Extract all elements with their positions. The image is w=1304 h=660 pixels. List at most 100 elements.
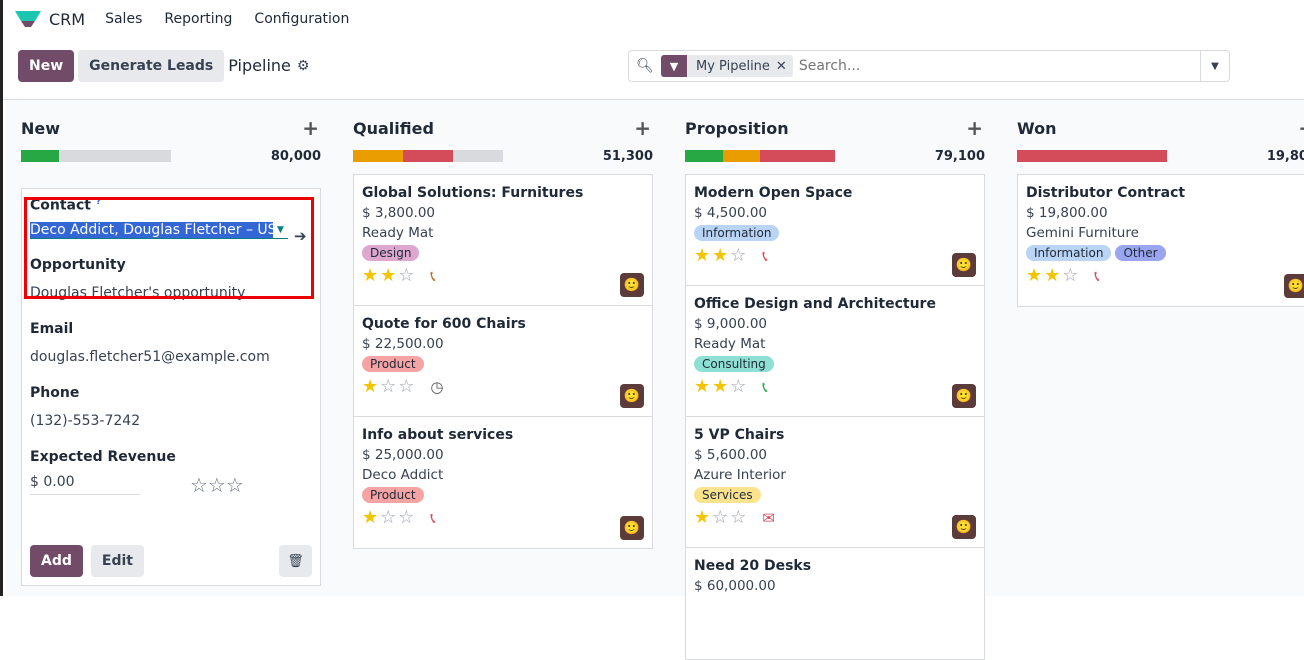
progress-segment[interactable] [402,150,453,162]
column-title[interactable]: Qualified [353,118,434,138]
tag-badge: Product [362,356,424,372]
progress-segment[interactable] [353,150,403,162]
priority-star-icon[interactable]: ★ [694,245,711,266]
kanban-card[interactable]: Info about services $ 25,000.00 Deco Addic… [354,417,652,548]
priority-stars[interactable]: ☆☆☆ [190,472,244,497]
new-button[interactable]: New [18,50,75,82]
kanban-card[interactable]: Global Solutions: Furnitures $ 3,800.00 Re… [354,175,652,306]
kanban-card[interactable]: 5 VP Chairs $ 5,600.00 Azure Interior Servi… [686,417,984,548]
crm-logo-icon[interactable] [15,11,41,27]
quick-add-icon[interactable]: + [302,116,319,140]
kanban-card[interactable]: Need 20 Desks $ 60,000.00 [686,548,984,659]
column-progress: 51,300 [353,149,653,164]
quick-add-icon[interactable]: + [966,116,983,140]
progress-bar[interactable] [21,150,171,162]
progress-segment[interactable] [722,150,760,162]
avatar[interactable]: 🙂 [620,516,644,540]
add-button[interactable]: Add [30,545,83,577]
phone-icon[interactable]: 📞︎ [430,508,436,527]
progress-segment[interactable] [685,150,723,162]
progress-bar[interactable] [1017,150,1167,162]
envelope-icon[interactable]: ✉ [762,508,775,527]
search-bar: 🔍︎ ▼ My Pipeline ✕ ▼ [628,50,1230,82]
card-company: Gemini Furniture [1026,225,1139,241]
contact-label-text: Contact [30,197,91,214]
gear-icon[interactable]: ⚙ [296,58,310,74]
avatar[interactable]: 🙂 [620,384,644,408]
avatar[interactable]: 🙂 [620,273,644,297]
priority-star-icon[interactable]: ★ [380,265,397,286]
progress-bar[interactable] [685,150,835,162]
help-icon[interactable]: ? [95,197,102,207]
phone-input[interactable]: (132)-553-7242 [30,412,141,429]
priority-star-icon[interactable]: ★ [1026,265,1043,286]
menu-sales[interactable]: Sales [105,11,143,27]
column-title[interactable]: Proposition [685,118,789,138]
kanban-card[interactable]: Distributor Contract $ 19,800.00 Gemini Fu… [1018,175,1304,306]
phone-icon[interactable]: 📞︎ [762,246,768,265]
arrow-right-icon[interactable]: ➔ [294,227,307,245]
priority-star-icon[interactable]: ☆ [730,376,747,397]
priority-star-icon[interactable]: ★ [694,507,711,528]
priority-star-icon[interactable]: ☆ [380,376,397,397]
kanban-card[interactable]: Office Design and Architecture $ 9,000.00… [686,286,984,417]
search-options-toggle[interactable]: ▼ [1200,51,1229,81]
priority-star-icon[interactable]: ★ [712,376,729,397]
card-tags: Services [694,487,976,503]
priority-star-icon[interactable]: ★ [1044,265,1061,286]
priority-star-icon[interactable]: ☆ [1062,265,1079,286]
avatar[interactable]: 🙂 [952,384,976,408]
contact-field[interactable]: Deco Addict, Douglas Fletcher – US123 ▼ [30,221,288,239]
kanban-card[interactable]: Modern Open Space $ 4,500.00 Information ★ ★… [686,175,984,286]
search-input[interactable] [792,58,1200,74]
trash-icon[interactable]: 🗑︎ [279,545,312,577]
phone-icon[interactable]: 📞︎ [1094,266,1100,285]
avatar[interactable]: 🙂 [1284,274,1304,298]
quick-add-icon[interactable]: + [634,116,651,140]
progress-segment[interactable] [1017,150,1167,162]
avatar[interactable]: 🙂 [952,515,976,539]
priority-star-icon[interactable]: ★ [712,245,729,266]
remove-facet-icon[interactable]: ✕ [775,58,787,74]
priority-star-icon[interactable]: ☆ [730,507,747,528]
priority-star-icon[interactable]: ☆ [398,376,415,397]
card-tags: Consulting [694,356,976,372]
phone-icon[interactable]: 📞︎ [762,377,768,396]
progress-bar[interactable] [353,150,503,162]
edit-button[interactable]: Edit [90,545,144,577]
priority-star-icon[interactable]: ☆ [380,507,397,528]
dropdown-caret-icon[interactable]: ▼ [277,224,284,235]
priority-star-icon[interactable]: ☆ [398,265,415,286]
tag-badge: Design [362,245,420,261]
column-title[interactable]: Won [1017,118,1057,138]
clock-icon[interactable]: ◷ [430,377,444,396]
card-list: Modern Open Space $ 4,500.00 Information ★ ★… [685,174,985,660]
email-input[interactable]: douglas.fletcher51@example.com [30,348,270,365]
avatar[interactable]: 🙂 [952,253,976,277]
priority-star-icon[interactable]: ★ [362,265,379,286]
card-title: Info about services [362,427,514,443]
progress-segment[interactable] [760,150,835,162]
revenue-input[interactable]: $ 0.00 [30,474,140,496]
priority-star-icon[interactable]: ☆ [398,507,415,528]
search-icon[interactable]: 🔍︎ [636,58,654,74]
card-title: 5 VP Chairs [694,427,785,443]
priority-star-icon[interactable]: ★ [694,376,711,397]
column-title[interactable]: New [21,118,61,138]
priority-star-icon[interactable]: ★ [362,376,379,397]
priority-star-icon[interactable]: ☆ [730,245,747,266]
kanban-card[interactable]: Quote for 600 Chairs $ 22,500.00 Product ★ ☆… [354,306,652,417]
kanban-column-won: Won +19,800 Distributor Contract $ 19,800.0… [1017,100,1304,307]
contact-input[interactable]: Deco Addict, Douglas Fletcher – US123 [30,221,273,238]
priority-star-icon[interactable]: ★ [362,507,379,528]
app-name[interactable]: CRM [49,9,86,29]
priority-star-icon[interactable]: ☆ [712,507,729,528]
menu-reporting[interactable]: Reporting [164,11,233,27]
menu-configuration[interactable]: Configuration [254,11,350,27]
progress-segment[interactable] [21,150,59,162]
phone-icon[interactable]: 📞︎ [430,266,436,285]
tag-badge: Information [1026,245,1112,261]
quick-add-icon[interactable]: + [1298,116,1304,140]
card-amount: $ 19,800.00 [1026,205,1108,221]
generate-leads-button[interactable]: Generate Leads [78,50,225,82]
